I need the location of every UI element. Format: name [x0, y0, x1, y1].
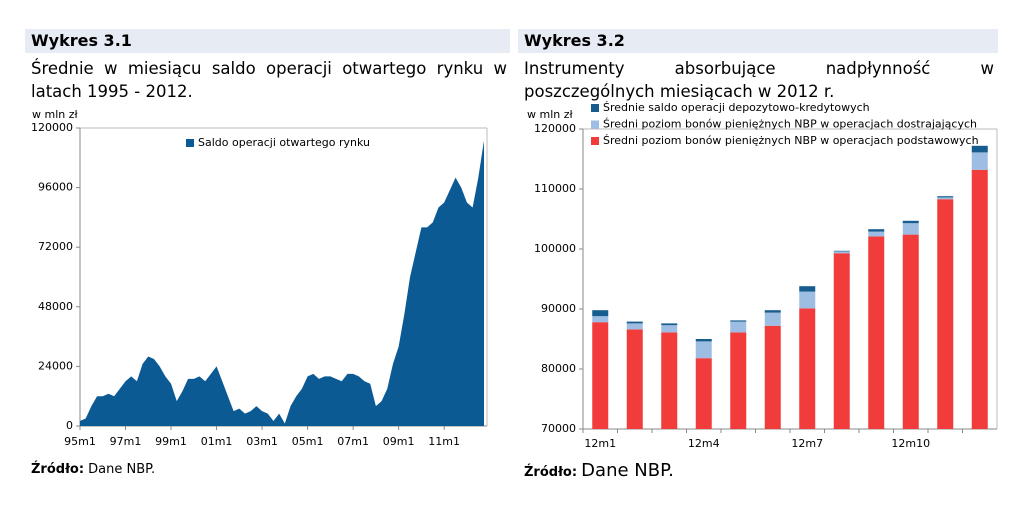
bar-segment — [592, 316, 609, 323]
x-tick-label: 11m1 — [428, 435, 460, 448]
bar-segment — [833, 253, 850, 429]
bar-segment — [730, 320, 747, 322]
bar-segment — [799, 308, 816, 429]
bar-segment — [592, 310, 609, 317]
bar-segment — [971, 145, 988, 153]
x-tick-label: 03m1 — [246, 435, 278, 448]
x-tick-label: 12m1 — [584, 437, 616, 450]
bar-segment — [661, 323, 678, 326]
y-tick-label: 96000 — [38, 181, 73, 194]
panel-subtitle: Instrumenty absorbujące nadpłynność w po… — [524, 59, 994, 101]
legend-label: Saldo operacji otwartego rynku — [198, 136, 370, 149]
legend-swatch — [591, 120, 599, 129]
x-tick-label: 12m7 — [791, 437, 823, 450]
source-label: Źródło: — [524, 465, 578, 480]
legend-label: Średnie saldo operacji depozytowo-kredyt… — [603, 101, 870, 114]
y-tick-label: 70000 — [541, 422, 576, 435]
legend-label: Średni poziom bonów pieniężnych NBP w op… — [603, 118, 977, 131]
bar-segment — [868, 229, 885, 232]
bar-segment — [695, 339, 712, 342]
bar-segment — [833, 251, 850, 254]
bar-segment — [902, 223, 919, 235]
y-axis-label: w mln zł — [527, 108, 574, 121]
y-tick-label: 24000 — [38, 359, 73, 372]
bar-segment — [764, 325, 781, 429]
panel-subtitle: Średnie w miesiącu saldo operacji otwart… — [31, 59, 507, 101]
x-tick-label: 12m4 — [688, 437, 720, 450]
bar-segment — [937, 196, 954, 198]
source-label: Źródło: — [31, 462, 85, 477]
y-tick-label: 110000 — [534, 182, 576, 195]
y-tick-label: 48000 — [38, 300, 73, 313]
x-tick-label: 12m10 — [891, 437, 930, 450]
bar-segment — [868, 236, 885, 429]
bar-segment — [626, 323, 643, 330]
legend-swatch — [186, 139, 194, 147]
bar-segment — [799, 291, 816, 309]
source: Źródło: Dane NBP. — [524, 460, 674, 481]
y-tick-label: 120000 — [534, 122, 576, 135]
x-tick-label: 05m1 — [292, 435, 324, 448]
source-text: Dane NBP. — [88, 462, 156, 477]
bar-segment — [971, 152, 988, 170]
area — [80, 140, 484, 426]
y-tick-label: 90000 — [541, 302, 576, 315]
bar-segment — [868, 231, 885, 237]
bar-segment — [730, 332, 747, 429]
x-tick-label: 95m1 — [64, 435, 96, 448]
source: Źródło: Dane NBP. — [31, 462, 155, 477]
source-text: Dane NBP. — [581, 460, 674, 481]
legend-swatch — [591, 137, 599, 145]
x-tick-label: 07m1 — [337, 435, 369, 448]
bar-segment — [764, 310, 781, 313]
x-tick-label: 97m1 — [110, 435, 142, 448]
bar-segment — [937, 197, 954, 200]
y-tick-label: 72000 — [38, 240, 73, 253]
panel-title: Wykres 3.1 — [25, 29, 510, 53]
bar-segment — [661, 325, 678, 333]
panel-title: Wykres 3.2 — [518, 29, 998, 53]
y-tick-label: 100000 — [534, 242, 576, 255]
bar-segment — [937, 199, 954, 429]
bar-segment — [730, 321, 747, 333]
x-tick-label: 09m1 — [383, 435, 415, 448]
y-tick-label: 120000 — [31, 121, 73, 134]
bar-segment — [592, 322, 609, 429]
x-tick-label: 99m1 — [155, 435, 187, 448]
bar-segment — [764, 312, 781, 326]
bar-segment — [661, 332, 678, 429]
bar-segment — [799, 286, 816, 292]
y-axis-label: w mln zł — [32, 108, 79, 121]
bar-segment — [626, 329, 643, 429]
x-tick-label: 01m1 — [201, 435, 233, 448]
bar-segment — [695, 358, 712, 429]
y-tick-label: 0 — [66, 419, 73, 432]
bar-segment — [626, 321, 643, 324]
legend-label: Średni poziom bonów pieniężnych NBP w op… — [603, 134, 979, 147]
y-tick-label: 80000 — [541, 362, 576, 375]
legend-swatch — [591, 104, 599, 112]
bar-segment — [902, 234, 919, 429]
bar-segment — [971, 169, 988, 430]
bar-segment — [902, 220, 919, 224]
bar-segment — [833, 250, 850, 252]
bar-segment — [695, 341, 712, 359]
